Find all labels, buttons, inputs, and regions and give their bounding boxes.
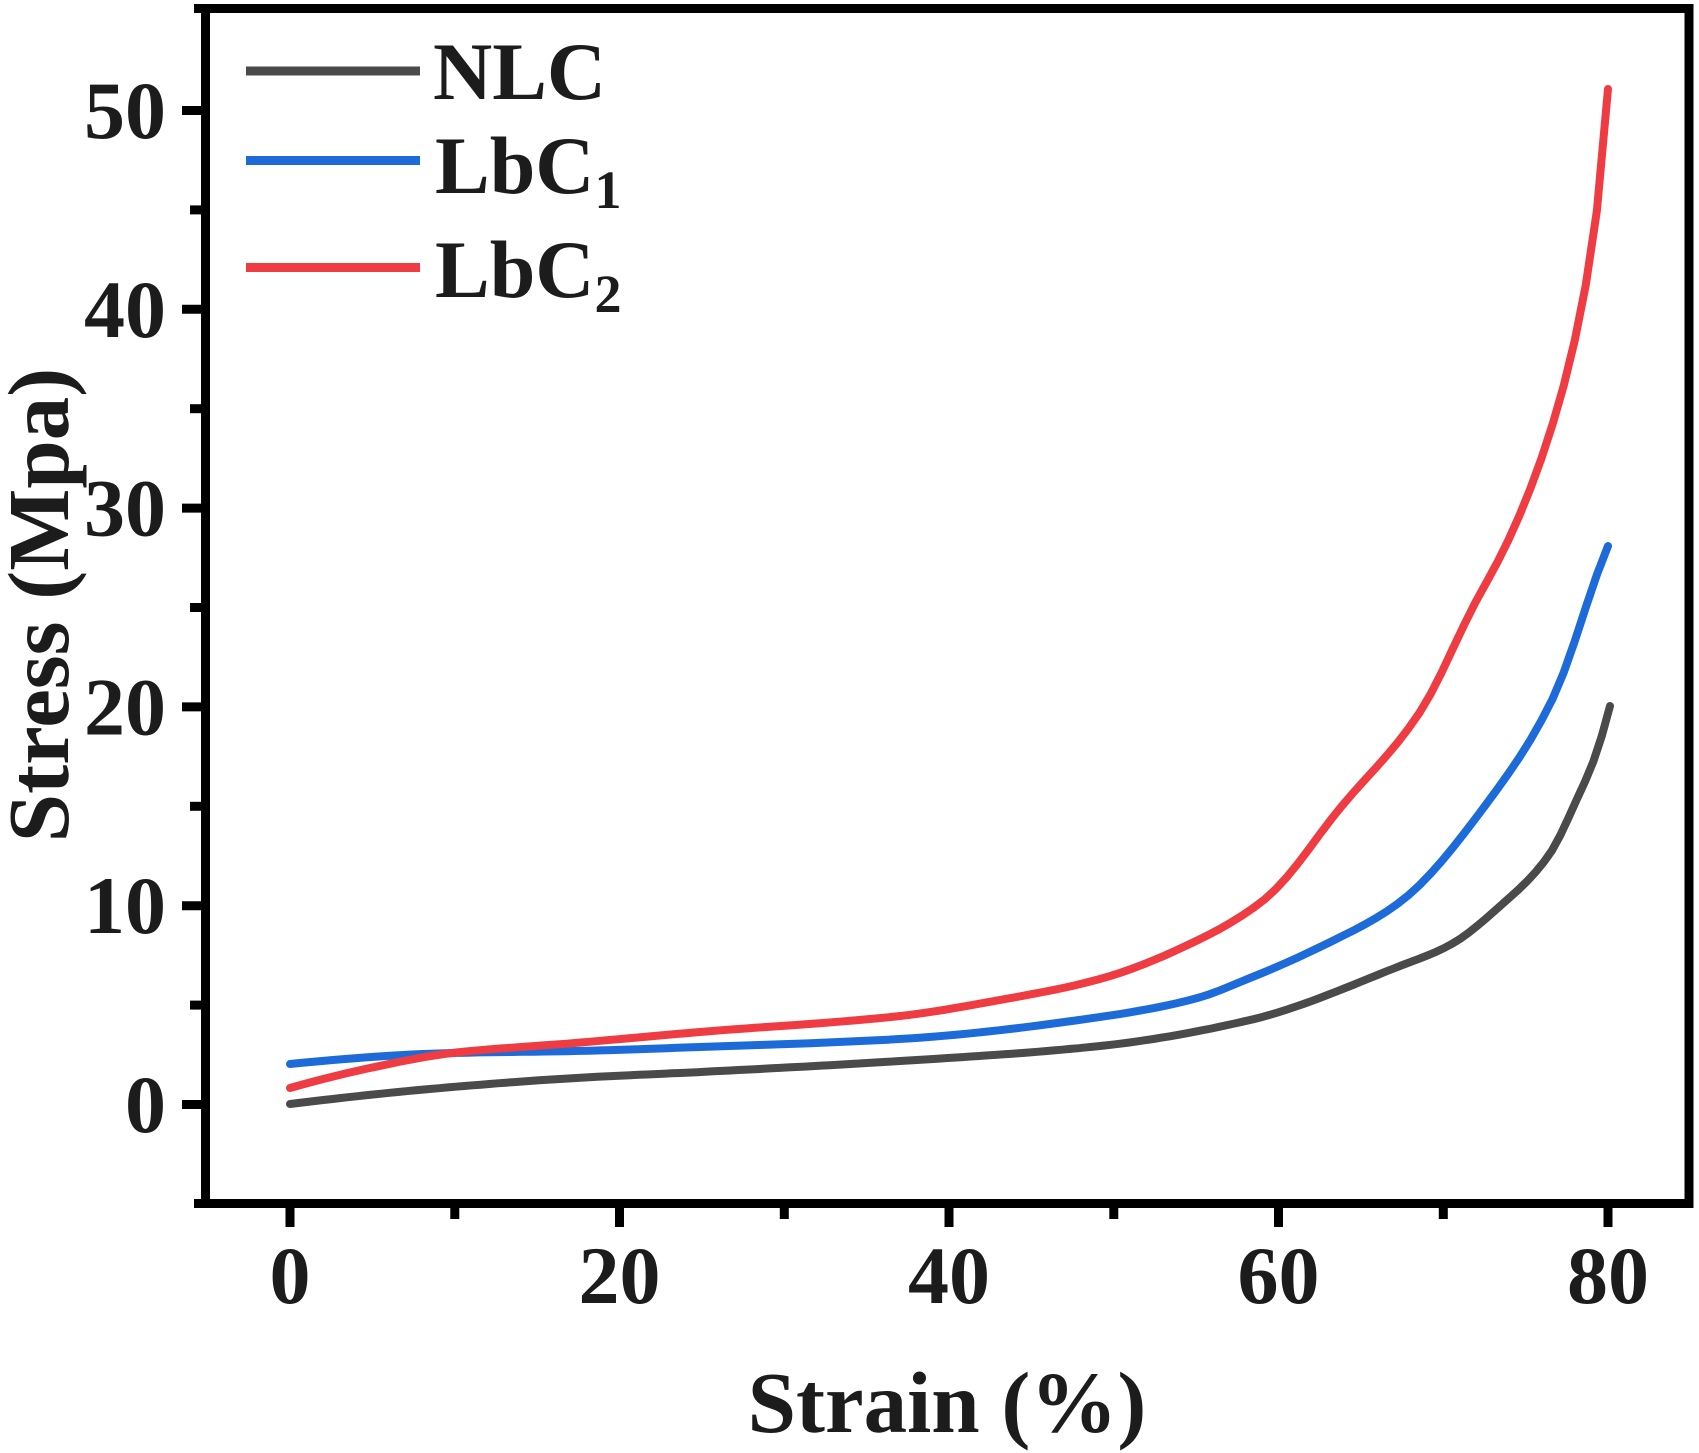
svg-text:80: 80 bbox=[1567, 1230, 1649, 1321]
svg-text:Stress (Mpa): Stress (Mpa) bbox=[0, 368, 87, 842]
svg-text:10: 10 bbox=[84, 860, 166, 951]
svg-text:60: 60 bbox=[1238, 1230, 1320, 1321]
svg-text:50: 50 bbox=[84, 65, 166, 156]
svg-text:20: 20 bbox=[579, 1230, 661, 1321]
svg-text:40: 40 bbox=[908, 1230, 990, 1321]
svg-text:LbC2: LbC2 bbox=[435, 224, 622, 324]
svg-text:NLC: NLC bbox=[433, 26, 606, 117]
svg-text:30: 30 bbox=[84, 463, 166, 554]
svg-text:40: 40 bbox=[84, 264, 166, 355]
svg-text:LbC1: LbC1 bbox=[435, 120, 622, 220]
svg-text:0: 0 bbox=[125, 1059, 166, 1150]
svg-text:20: 20 bbox=[84, 661, 166, 752]
svg-text:0: 0 bbox=[270, 1230, 311, 1321]
svg-text:Strain (%): Strain (%) bbox=[748, 1354, 1147, 1451]
